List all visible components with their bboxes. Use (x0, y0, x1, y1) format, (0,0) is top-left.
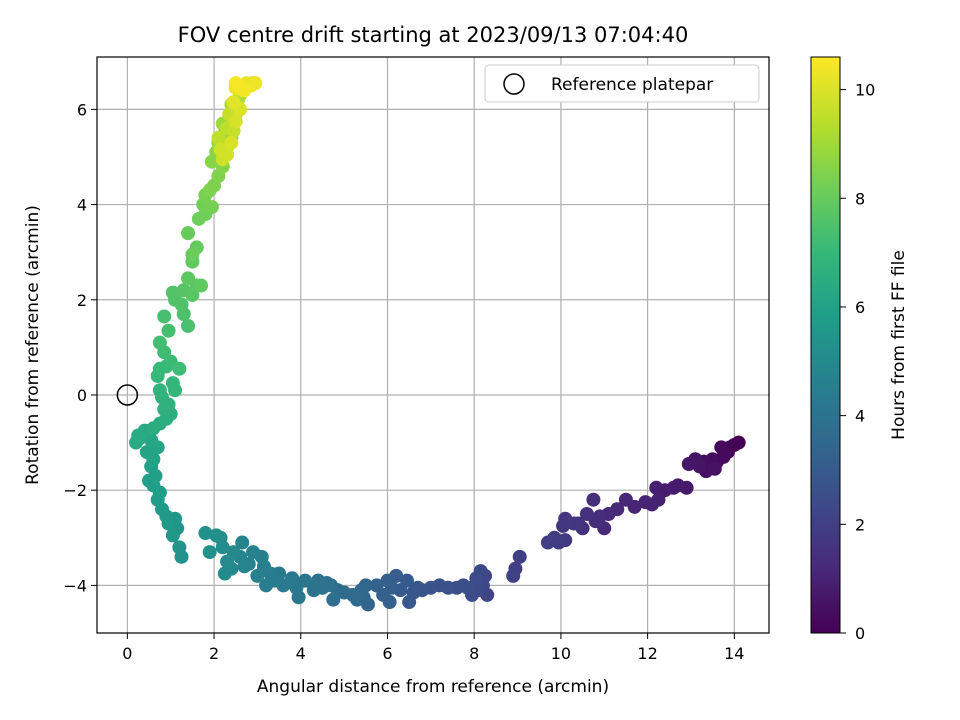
x-axis-label: Angular distance from reference (arcmin) (257, 677, 609, 697)
colorbar (811, 57, 840, 633)
grid-lines (97, 57, 769, 633)
colorbar-ticks: 0 2 4 6 8 10 (840, 81, 875, 643)
scatter-point (228, 76, 243, 91)
x-tick-label: 2 (209, 644, 219, 663)
scatter-point (181, 226, 196, 241)
scatter-point (226, 95, 241, 110)
scatter-point (172, 361, 187, 376)
scatter-point (131, 428, 146, 443)
reference-platepar-marker (116, 384, 139, 406)
scatter-point (681, 457, 696, 472)
scatter-point (172, 540, 187, 555)
scatter-point (198, 526, 213, 541)
colorbar-label: Hours from first FF file (889, 250, 909, 440)
y-tick-label: −2 (63, 481, 87, 500)
scatter-point (246, 545, 261, 560)
scatter-point (506, 568, 521, 583)
scatter-point (220, 554, 235, 569)
scatter-point (380, 573, 395, 588)
scatter-point (235, 535, 250, 550)
scatter-point (157, 309, 172, 324)
scatter-point (556, 518, 571, 533)
scatter-point (402, 595, 417, 610)
scatter-point (209, 528, 224, 543)
scatter-point (185, 247, 200, 262)
scatter-point (181, 271, 196, 286)
chart-title: FOV centre drift starting at 2023/09/13 … (178, 23, 689, 47)
y-tick-label: 2 (77, 291, 87, 310)
colorbar-tick-label: 4 (855, 407, 865, 426)
y-tick-label: 4 (77, 196, 87, 215)
scatter-point (638, 495, 653, 510)
scatter-point (165, 528, 180, 543)
legend-box (484, 64, 760, 103)
scatter-point (165, 285, 180, 300)
x-tick-label: 4 (296, 644, 306, 663)
scatter-point (707, 461, 722, 476)
colorbar-frame (810, 56, 841, 634)
scatter-point (512, 549, 527, 564)
scatter-point (618, 492, 633, 507)
colorbar-tick-label: 2 (855, 515, 865, 534)
plot-frame (96, 56, 770, 634)
scatter-point (248, 76, 263, 91)
x-axis-ticks: 0 2 4 6 8 10 12 14 (122, 633, 744, 663)
legend: Reference platepar (484, 64, 760, 103)
x-tick-label: 8 (469, 644, 479, 663)
x-tick-label: 0 (122, 644, 132, 663)
scatter-point (211, 130, 226, 145)
colorbar-tick-label: 0 (855, 624, 865, 643)
scatter-point (259, 578, 274, 593)
y-tick-label: 0 (77, 386, 87, 405)
scatter-point (204, 199, 219, 214)
data-points (129, 76, 746, 612)
colorbar-tick-label: 6 (855, 298, 865, 317)
x-tick-label: 10 (551, 644, 571, 663)
colorbar-tick-label: 8 (855, 189, 865, 208)
y-axis-label: Rotation from reference (arcmin) (23, 205, 43, 485)
scatter-point (579, 506, 594, 521)
scatter-point (326, 592, 341, 607)
legend-entry-reference: Reference platepar (551, 75, 713, 95)
scatter-point (220, 147, 235, 162)
x-tick-label: 14 (724, 644, 744, 663)
colorbar-tick-label: 10 (855, 81, 875, 100)
scatter-point (181, 318, 196, 333)
scatter-point (369, 578, 384, 593)
y-tick-label: 6 (77, 100, 87, 119)
scatter-point (194, 278, 209, 293)
scatter-point (152, 335, 167, 350)
legend-marker (503, 73, 525, 95)
scatter-point (165, 376, 180, 391)
scatter-point (202, 183, 217, 198)
scatter-point (250, 568, 265, 583)
scatter-point (540, 535, 555, 550)
x-tick-label: 6 (382, 644, 392, 663)
scatter-point (649, 480, 664, 495)
scatter-point (306, 583, 321, 598)
scatter-point (139, 445, 154, 460)
scatter-point (586, 492, 601, 507)
scatter-point (217, 566, 232, 581)
y-tick-label: −4 (63, 576, 87, 595)
scatter-point (152, 383, 167, 398)
x-tick-label: 12 (637, 644, 657, 663)
scatter-point (202, 545, 217, 560)
scatter-point (469, 571, 484, 586)
scatter-point (224, 135, 239, 150)
scatter-point (228, 114, 243, 129)
y-axis-ticks: −4 −2 0 2 4 6 (63, 100, 97, 595)
scatter-point (161, 323, 176, 338)
